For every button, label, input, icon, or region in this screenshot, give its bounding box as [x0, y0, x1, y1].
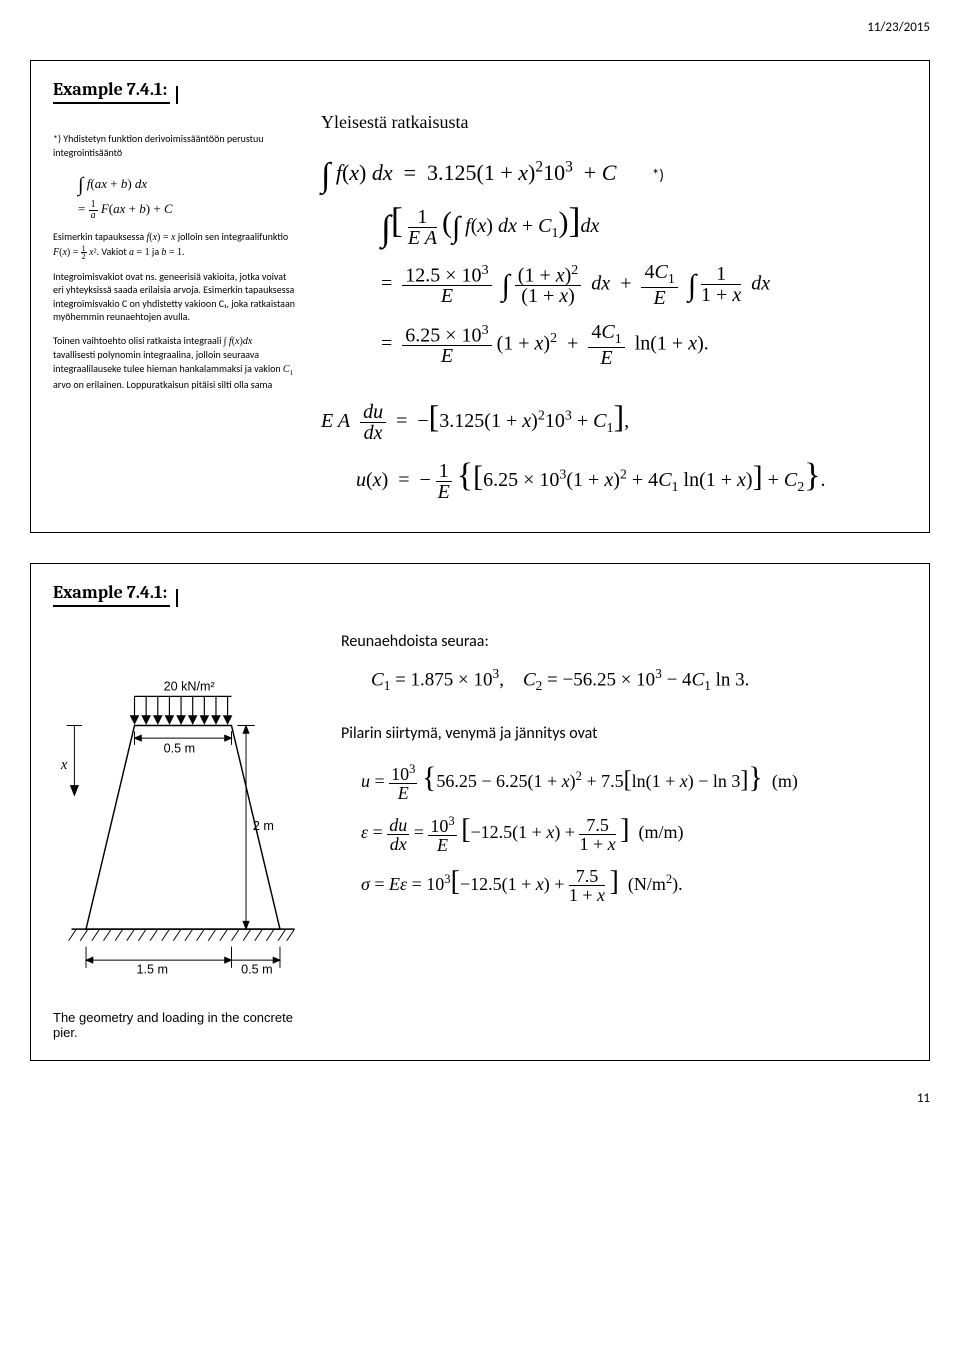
svg-text:1.5 m: 1.5 m — [136, 962, 168, 976]
svg-text:0.5 m: 0.5 m — [241, 962, 273, 976]
eq-ux: u(x) = − 1 E {[6.25 × 103(1 + x)2 + 4C1 … — [356, 457, 909, 502]
slide2-right-column: Reunaehdoista seuraa: C1 = 1.875 × 103, … — [331, 607, 929, 1040]
pier-diagram: 20 kN/m² 0.5 m x — [53, 677, 313, 997]
eq-sigma: σ = Eε = 103[−12.5(1 + x) + 7.5 1 + x ] … — [361, 866, 907, 904]
eq-c1c2: C1 = 1.875 × 103, C2 = −56.25 × 103 − 4C… — [371, 666, 907, 694]
load-label: 20 kN/m² — [164, 679, 215, 693]
svg-text:x: x — [60, 757, 68, 773]
eq-step2: = 12.5 × 103 E ∫ (1 + x)2 (1 + x) dx + 4… — [381, 262, 909, 308]
slide1-title: Yleisestä ratkaisusta — [321, 112, 909, 133]
bc-title: Reunaehdoista seuraa: — [341, 632, 907, 651]
example-label-2: Example 7.4.1: — [53, 582, 170, 607]
page-date: 11/23/2015 — [30, 20, 930, 35]
example-label-1: Example 7.4.1: — [53, 79, 170, 104]
star-marker: *) — [652, 167, 664, 185]
page-number: 11 — [30, 1091, 930, 1106]
result-title: Pilarin siirtymä, venymä ja jännitys ova… — [341, 724, 907, 743]
eq-step3: = 6.25 × 103 E (1 + x)2 + 4C1 E ln(1 + x… — [381, 322, 909, 368]
svg-text:0.5 m: 0.5 m — [164, 741, 195, 755]
slide1-para2: Esimerkin tapauksessa f(x) = x jolloin s… — [53, 230, 296, 260]
slide-1: Example 7.4.1: *) Yhdistetyn funktion de… — [30, 60, 930, 533]
slide2-left-column: 20 kN/m² 0.5 m x — [31, 607, 331, 1040]
eq-ea-dudx: E A du dx = −[3.125(1 + x)2103 + C1], — [321, 398, 909, 443]
eq-u: u = 103 E {56.25 − 6.25(1 + x)2 + 7.5[ln… — [361, 761, 907, 802]
pier-caption: The geometry and loading in the concrete… — [53, 1010, 321, 1040]
eq-main-integral: ∫ f(x) dx = 3.125(1 + x)2103 + C *) — [321, 151, 909, 189]
svg-text:2 m: 2 m — [253, 819, 274, 833]
int-rule-line2: = 1a F(ax + b) + C — [78, 200, 296, 220]
slide1-para4: Toinen vaihtoehto olisi ratkaista integr… — [53, 334, 296, 392]
slide1-para3: Integroimisvakiot ovat ns. geneerisiä va… — [53, 270, 296, 324]
eq-eps: ε = du dx = 103 E [−12.5(1 + x) + 7.5 1 … — [361, 814, 907, 853]
slide-2: Example 7.4.1: — [30, 563, 930, 1061]
eq-double-integral: ∫[ 1 E A (∫ f(x) dx + C1)]dx — [381, 199, 909, 248]
slide1-right-column: Yleisestä ratkaisusta ∫ f(x) dx = 3.125(… — [311, 104, 929, 512]
slide1-intro: *) Yhdistetyn funktion derivoimissääntöö… — [53, 132, 296, 159]
slide1-left-column: *) Yhdistetyn funktion derivoimissääntöö… — [31, 104, 311, 512]
int-rule-line1: ∫ f(ax + b) dx — [78, 169, 296, 196]
